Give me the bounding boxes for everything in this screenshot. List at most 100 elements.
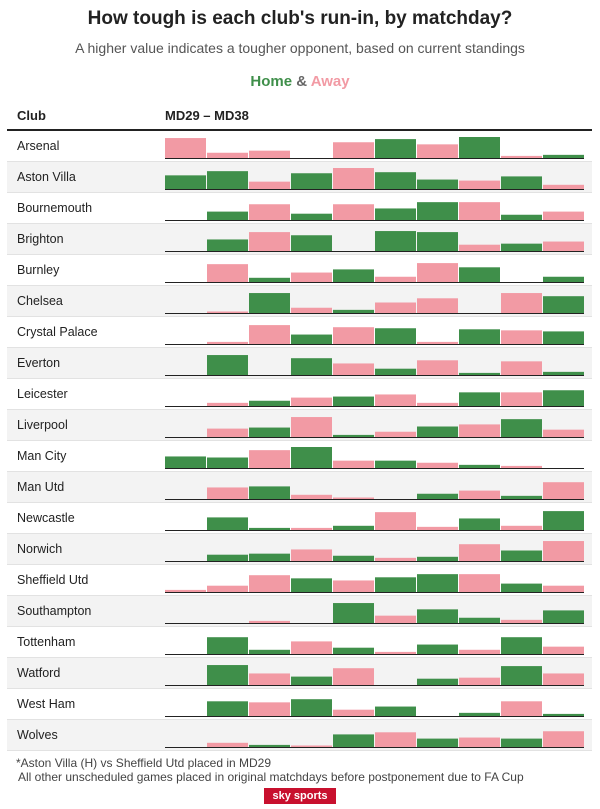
bar-home <box>417 426 458 437</box>
bar-away <box>417 360 458 375</box>
bar-away <box>501 361 542 375</box>
club-name: Liverpool <box>17 418 68 432</box>
bar-home <box>375 706 416 716</box>
bar-home <box>417 644 458 654</box>
club-name: Arsenal <box>17 139 60 153</box>
bar-home <box>207 554 248 561</box>
bar-away <box>333 460 374 468</box>
club-name: Aston Villa <box>17 170 76 184</box>
bar-away <box>459 244 500 251</box>
bar-away <box>375 651 416 654</box>
footnote-1: *Aston Villa (H) vs Sheffield Utd placed… <box>16 756 272 770</box>
bar-home <box>543 296 584 313</box>
legend-ampersand: & <box>296 73 308 90</box>
bar-home <box>291 676 332 685</box>
bar-home <box>207 665 248 685</box>
bar-home <box>543 154 584 158</box>
bar-home <box>417 738 458 747</box>
club-name: West Ham <box>17 697 76 711</box>
bar-home <box>543 331 584 344</box>
bar-away <box>459 737 500 747</box>
bar-away <box>459 544 500 561</box>
bar-home <box>291 334 332 344</box>
bar-home <box>333 555 374 561</box>
bar-home <box>207 355 248 375</box>
bar-away <box>501 701 542 716</box>
bar-away <box>459 180 500 189</box>
bar-home <box>249 293 290 313</box>
bar-home <box>249 649 290 654</box>
bar-away <box>291 641 332 654</box>
bar-away <box>207 487 248 499</box>
bar-home <box>249 486 290 499</box>
bar-away <box>249 325 290 344</box>
bar-home <box>291 699 332 716</box>
bar-home <box>501 214 542 220</box>
bar-away <box>417 526 458 530</box>
bar-home <box>333 603 374 623</box>
legend-home: Home <box>250 73 293 90</box>
bar-away <box>291 527 332 530</box>
club-name: Wolves <box>17 728 58 742</box>
bar-away <box>333 327 374 344</box>
bar-away <box>375 431 416 437</box>
legend: Home & Away <box>0 73 600 90</box>
bar-home <box>207 239 248 251</box>
bar-away <box>249 232 290 251</box>
bar-away <box>543 646 584 654</box>
bar-away <box>207 742 248 747</box>
bar-home <box>375 231 416 251</box>
bar-away <box>543 731 584 747</box>
bar-away <box>375 276 416 282</box>
bar-away <box>417 144 458 158</box>
bar-away <box>249 450 290 468</box>
club-name: Burnley <box>17 263 60 277</box>
bar-home <box>501 243 542 251</box>
bar-away <box>417 402 458 406</box>
bar-home <box>249 277 290 282</box>
bar-home <box>501 637 542 654</box>
chart-subtitle: A higher value indicates a tougher oppon… <box>75 40 525 56</box>
sky-sports-logo: sky sports <box>264 788 336 804</box>
bar-home <box>501 419 542 437</box>
bar-away <box>543 541 584 561</box>
club-name: Norwich <box>17 542 63 556</box>
bar-away <box>543 585 584 592</box>
bar-home <box>207 701 248 716</box>
bar-away <box>165 589 206 592</box>
bar-away <box>207 428 248 437</box>
bar-away <box>501 619 542 623</box>
bar-away <box>417 462 458 468</box>
bar-away <box>333 363 374 375</box>
bar-away <box>291 417 332 437</box>
bar-home <box>333 434 374 437</box>
bar-home <box>249 427 290 437</box>
bar-away <box>333 709 374 716</box>
bar-home <box>375 208 416 220</box>
bar-away <box>417 298 458 313</box>
club-name: Leicester <box>17 387 68 401</box>
bar-away <box>543 184 584 189</box>
bar-away <box>291 272 332 282</box>
club-name: Man City <box>17 449 67 463</box>
bar-home <box>417 609 458 623</box>
bar-home <box>459 617 500 623</box>
bar-away <box>459 574 500 592</box>
bar-away <box>333 142 374 158</box>
bar-home <box>333 647 374 654</box>
bar-away <box>249 702 290 716</box>
bar-away <box>501 525 542 530</box>
bar-away <box>249 620 290 623</box>
bar-home <box>249 744 290 747</box>
bar-home <box>291 235 332 251</box>
bar-home <box>501 550 542 561</box>
bar-away <box>249 673 290 685</box>
bar-home <box>333 309 374 313</box>
bar-home <box>291 447 332 468</box>
bar-away <box>501 330 542 344</box>
bar-home <box>459 464 500 468</box>
club-row: Man City <box>7 441 592 472</box>
club-name: Tottenham <box>17 635 76 649</box>
club-row: West Ham <box>7 689 592 720</box>
